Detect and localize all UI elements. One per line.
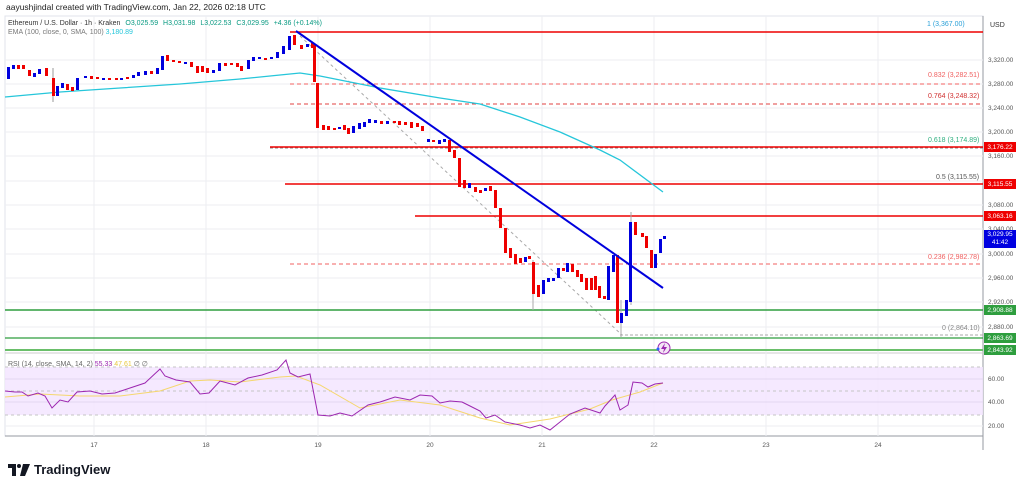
date-tick: 23	[762, 442, 770, 449]
rsi-pane	[4, 359, 983, 431]
current-price-tag: 3,029.95 41:42	[984, 230, 1016, 248]
rsi-tick: 20.00	[988, 423, 1005, 430]
date-tick: 22	[650, 442, 658, 449]
rsi-value: 55.33	[94, 361, 113, 368]
fib-label-1: 1 (3,367.00)	[927, 21, 965, 28]
fib-label-0618: 0.618 (3,174.89)	[928, 137, 980, 144]
date-tick: 20	[426, 442, 434, 449]
open-value: O3,025.59	[125, 20, 159, 27]
high-value: H3,031.98	[163, 20, 196, 27]
ema-legend[interactable]: EMA (100, close, 0, SMA, 100) 3,180.89	[8, 29, 133, 36]
price-tick: 3,280.00	[988, 81, 1014, 88]
date-tick: 21	[538, 442, 546, 449]
rsi-label: RSI (14, close, SMA, 14, 2)	[8, 361, 93, 368]
resistance-tag-3176: 3,176.22	[984, 142, 1016, 152]
bar-countdown: 41:42	[991, 239, 1009, 246]
rsi-tick: 60.00	[988, 376, 1005, 383]
rsi-extra: ∅ ∅	[133, 361, 148, 368]
tradingview-logo-icon	[8, 463, 30, 476]
date-tick: 19	[314, 442, 322, 449]
rsi-tick: 40.00	[988, 399, 1005, 406]
tradingview-logo: TradingView	[8, 462, 110, 477]
change-value: +4.36 (+0.14%)	[273, 20, 322, 27]
chart-credit: aayushjindal created with TradingView.co…	[6, 2, 266, 12]
current-price: 3,029.95	[987, 231, 1013, 238]
price-tick: 3,080.00	[988, 202, 1014, 209]
date-tick: 24	[874, 442, 882, 449]
rsi-sma-value: 47.61	[114, 361, 132, 368]
resistance-tag-3115: 3,115.55	[984, 179, 1016, 189]
support-tag-2863: 2,863.69	[984, 333, 1016, 343]
price-tick: 3,200.00	[988, 129, 1014, 136]
price-tick: 2,960.00	[988, 275, 1014, 282]
fib-label-0236: 0.236 (2,982.78)	[928, 254, 980, 261]
fib-label-0: 0 (2,864.10)	[942, 325, 980, 332]
lightning-icon[interactable]	[656, 341, 671, 355]
fib-label-05: 0.5 (3,115.55)	[936, 174, 980, 181]
price-tick: 3,240.00	[988, 105, 1014, 112]
support-tag-2843: 2,843.92	[984, 345, 1016, 355]
resistance-tag-3063: 3,063.16	[984, 211, 1016, 221]
fib-label-0832: 0.832 (3,282.51)	[928, 72, 980, 79]
price-tick: 2,880.00	[988, 324, 1014, 331]
ema-label: EMA (100, close, 0, SMA, 100)	[8, 29, 104, 36]
currency-label[interactable]: USD	[990, 21, 1005, 29]
brand-name: TradingView	[34, 462, 111, 477]
rsi-legend[interactable]: RSI (14, close, SMA, 14, 2) 55.33 47.61 …	[8, 360, 148, 368]
price-tick: 3,040.00	[988, 226, 1013, 233]
date-tick: 18	[202, 442, 210, 449]
rsi-line	[4, 359, 664, 431]
price-tick: 2,920.00	[988, 299, 1014, 306]
price-tick: 3,000.00	[988, 251, 1014, 258]
ohlc-legend: Ethereum / U.S. Dollar · 1h · Kraken O3,…	[8, 20, 325, 27]
support-tag-2908: 2,908.88	[984, 305, 1016, 315]
fib-label-0764: 0.764 (3,248.32)	[928, 93, 980, 100]
resistance-lines	[270, 146, 983, 217]
ema-100-line	[4, 72, 664, 193]
price-tick: 3,320.00	[988, 57, 1014, 64]
rsi-sma-line	[4, 375, 664, 426]
symbol-title[interactable]: Ethereum / U.S. Dollar · 1h · Kraken	[8, 20, 121, 27]
ema-value: 3,180.89	[105, 29, 133, 36]
date-tick: 17	[90, 442, 98, 449]
support-lines	[5, 309, 983, 351]
fib-levels	[270, 31, 983, 336]
descending-trendline[interactable]	[295, 30, 664, 289]
low-value: L3,022.53	[200, 20, 232, 27]
price-tick: 3,160.00	[988, 153, 1014, 160]
close-value: C3,029.95	[236, 20, 269, 27]
date-grid	[93, 16, 879, 436]
candlesticks	[7, 35, 666, 337]
